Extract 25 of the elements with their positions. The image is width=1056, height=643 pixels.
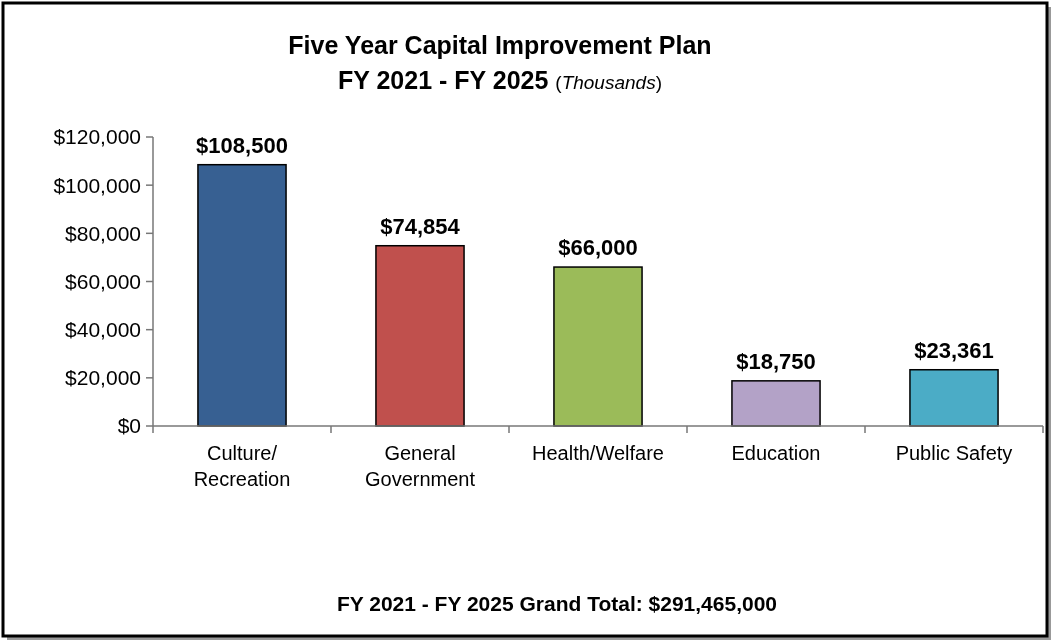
x-tick-label: Health/Welfare (532, 442, 664, 464)
data-label: $108,500 (196, 132, 288, 158)
x-tick-label: Culture/Recreation (193, 442, 291, 490)
y-tick-label: $60,000 (65, 269, 141, 293)
text: FY 2021 - FY 2025 Grand Total: $291,465,000 (336, 592, 778, 615)
bar (553, 266, 643, 427)
chart-title: Five Year Capital Improvement Plan (288, 31, 712, 59)
bar (731, 380, 821, 427)
y-tick-label: $40,000 (65, 318, 141, 342)
x-tick-label: General Government (364, 442, 476, 490)
bar (375, 244, 465, 427)
y-tick-label: $80,000 (65, 221, 141, 245)
chart-subtitle: FY 2021 - FY 2025 (Thousands) (338, 66, 662, 94)
data-label: $74,854 (380, 213, 461, 239)
bar (909, 368, 999, 427)
x-tick-label: Education (731, 442, 821, 464)
data-label: $23,361 (914, 337, 994, 363)
y-tick-label: $20,000 (65, 366, 141, 390)
y-tick-label: $0 (117, 414, 141, 438)
y-tick-label: $100,000 (53, 173, 141, 197)
y-tick-label: $120,000 (53, 125, 141, 149)
data-label: $18,750 (736, 348, 816, 374)
bar (197, 163, 287, 427)
x-tick-label: Public Safety (895, 442, 1013, 464)
data-label: $66,000 (558, 235, 638, 261)
